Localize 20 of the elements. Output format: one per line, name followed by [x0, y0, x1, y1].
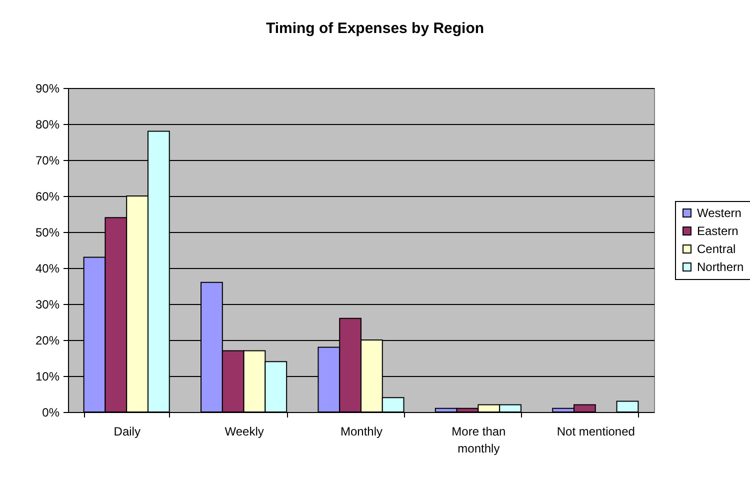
y-tick-label: 50% — [35, 226, 60, 240]
y-tick-label: 30% — [35, 298, 60, 312]
y-tick-label: 80% — [35, 118, 60, 132]
y-tick-label: 40% — [35, 262, 60, 276]
y-tick-label: 20% — [35, 334, 60, 348]
x-tick-label: More than monthly — [452, 424, 506, 456]
chart-title: Timing of Expenses by Region — [266, 20, 484, 37]
y-tick-label: 90% — [35, 82, 60, 96]
y-tick-label: 60% — [35, 190, 60, 204]
legend-label: Western — [697, 206, 742, 220]
x-tick-label: Not mentioned — [556, 424, 635, 438]
y-tick-label: 70% — [35, 154, 60, 168]
legend-label: Northern — [697, 260, 744, 274]
y-tick-label: 10% — [35, 370, 60, 384]
x-tick-label: Weekly — [224, 424, 264, 438]
x-tick-label: Monthly — [340, 424, 383, 438]
y-tick-label: 0% — [42, 406, 60, 420]
legend-label: Central — [697, 242, 736, 256]
legend-label: Eastern — [697, 224, 738, 238]
x-tick-label: Daily — [114, 424, 140, 438]
